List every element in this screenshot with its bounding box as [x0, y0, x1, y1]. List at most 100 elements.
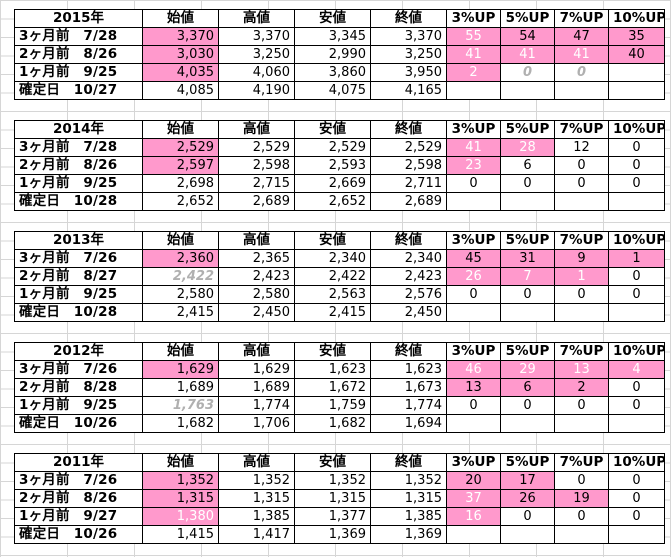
percent-up-count-cell[interactable]: 6	[500, 378, 555, 397]
price-cell[interactable]: 1,315	[370, 489, 447, 508]
percent-up-count-cell[interactable]: 54	[500, 27, 555, 46]
price-cell[interactable]: 2,689	[370, 192, 447, 211]
year-heading[interactable]: 2015年	[14, 9, 143, 28]
price-cell[interactable]: 3,370	[142, 27, 219, 46]
percent-up-count-cell[interactable]: 1	[554, 267, 609, 286]
column-header[interactable]: 安値	[294, 231, 371, 250]
row-label[interactable]: 1ヶ月前 9/25	[14, 63, 143, 82]
row-label[interactable]: 確定日 10/28	[14, 192, 143, 211]
percent-up-count-cell[interactable]: 41	[500, 45, 555, 64]
column-header[interactable]: 高値	[218, 342, 295, 361]
column-header[interactable]: 10%UP	[608, 9, 665, 28]
price-cell[interactable]: 1,369	[370, 525, 447, 544]
column-header[interactable]: 安値	[294, 342, 371, 361]
price-cell[interactable]: 2,529	[218, 138, 295, 157]
price-cell[interactable]: 2,450	[370, 303, 447, 322]
percent-up-count-cell[interactable]: 0	[608, 378, 665, 397]
row-label[interactable]: 3ヶ月前 7/28	[14, 138, 143, 157]
column-header[interactable]: 終値	[370, 231, 447, 250]
column-header[interactable]: 5%UP	[500, 120, 555, 139]
price-cell[interactable]: 1,706	[218, 414, 295, 433]
percent-up-count-cell[interactable]	[446, 192, 501, 211]
row-label[interactable]: 1ヶ月前 9/25	[14, 285, 143, 304]
percent-up-count-cell[interactable]: 0	[608, 174, 665, 193]
percent-up-count-cell[interactable]: 13	[554, 360, 609, 379]
percent-up-count-cell[interactable]	[500, 192, 555, 211]
price-cell[interactable]: 1,759	[294, 396, 371, 415]
price-cell[interactable]: 4,060	[218, 63, 295, 82]
price-cell[interactable]: 1,352	[142, 471, 219, 490]
percent-up-count-cell[interactable]: 0	[554, 396, 609, 415]
percent-up-count-cell[interactable]: 29	[500, 360, 555, 379]
row-label[interactable]: 確定日 10/26	[14, 525, 143, 544]
percent-up-count-cell[interactable]: 46	[446, 360, 501, 379]
row-label[interactable]: 確定日 10/28	[14, 303, 143, 322]
price-cell[interactable]: 1,682	[142, 414, 219, 433]
percent-up-count-cell[interactable]: 9	[554, 249, 609, 268]
percent-up-count-cell[interactable]	[608, 303, 665, 322]
percent-up-count-cell[interactable]: 0	[500, 396, 555, 415]
percent-up-count-cell[interactable]: 1	[608, 249, 665, 268]
column-header[interactable]: 終値	[370, 342, 447, 361]
column-header[interactable]: 7%UP	[554, 9, 609, 28]
price-cell[interactable]: 2,450	[218, 303, 295, 322]
percent-up-count-cell[interactable]: 4	[608, 360, 665, 379]
price-cell[interactable]: 2,598	[370, 156, 447, 175]
row-label[interactable]: 3ヶ月前 7/28	[14, 27, 143, 46]
price-cell[interactable]: 1,672	[294, 378, 371, 397]
percent-up-count-cell[interactable]: 0	[554, 156, 609, 175]
price-cell[interactable]: 3,345	[294, 27, 371, 46]
price-cell[interactable]: 1,689	[218, 378, 295, 397]
price-cell[interactable]: 1,315	[294, 489, 371, 508]
column-header[interactable]: 高値	[218, 120, 295, 139]
column-header[interactable]: 終値	[370, 453, 447, 472]
column-header[interactable]: 7%UP	[554, 453, 609, 472]
percent-up-count-cell[interactable]: 0	[500, 285, 555, 304]
percent-up-count-cell[interactable]	[500, 303, 555, 322]
percent-up-count-cell[interactable]: 0	[446, 285, 501, 304]
percent-up-count-cell[interactable]: 12	[554, 138, 609, 157]
column-header[interactable]: 3%UP	[446, 120, 501, 139]
percent-up-count-cell[interactable]: 19	[554, 489, 609, 508]
price-cell[interactable]: 2,563	[294, 285, 371, 304]
column-header[interactable]: 10%UP	[608, 342, 665, 361]
price-cell[interactable]: 2,423	[370, 267, 447, 286]
percent-up-count-cell[interactable]: 28	[500, 138, 555, 157]
column-header[interactable]: 7%UP	[554, 231, 609, 250]
price-cell[interactable]: 1,629	[142, 360, 219, 379]
column-header[interactable]: 始値	[142, 9, 219, 28]
percent-up-count-cell[interactable]: 16	[446, 507, 501, 526]
percent-up-count-cell[interactable]: 0	[608, 507, 665, 526]
row-label[interactable]: 2ヶ月前 8/28	[14, 378, 143, 397]
row-label[interactable]: 確定日 10/26	[14, 414, 143, 433]
column-header[interactable]: 5%UP	[500, 342, 555, 361]
percent-up-count-cell[interactable]	[608, 81, 665, 100]
price-cell[interactable]: 2,415	[142, 303, 219, 322]
price-cell[interactable]: 4,190	[218, 81, 295, 100]
price-cell[interactable]: 3,030	[142, 45, 219, 64]
price-cell[interactable]: 2,652	[142, 192, 219, 211]
column-header[interactable]: 安値	[294, 120, 371, 139]
price-cell[interactable]: 1,352	[294, 471, 371, 490]
percent-up-count-cell[interactable]: 0	[554, 174, 609, 193]
percent-up-count-cell[interactable]: 45	[446, 249, 501, 268]
price-cell[interactable]: 2,698	[142, 174, 219, 193]
percent-up-count-cell[interactable]: 0	[554, 471, 609, 490]
column-header[interactable]: 始値	[142, 342, 219, 361]
percent-up-count-cell[interactable]: 17	[500, 471, 555, 490]
percent-up-count-cell[interactable]: 35	[608, 27, 665, 46]
price-cell[interactable]: 2,598	[218, 156, 295, 175]
column-header[interactable]: 始値	[142, 453, 219, 472]
row-label[interactable]: 1ヶ月前 9/25	[14, 396, 143, 415]
price-cell[interactable]: 1,415	[142, 525, 219, 544]
percent-up-count-cell[interactable]: 0	[608, 489, 665, 508]
percent-up-count-cell[interactable]	[446, 303, 501, 322]
price-cell[interactable]: 2,365	[218, 249, 295, 268]
column-header[interactable]: 3%UP	[446, 453, 501, 472]
row-label[interactable]: 2ヶ月前 8/26	[14, 156, 143, 175]
percent-up-count-cell[interactable]: 41	[446, 45, 501, 64]
percent-up-count-cell[interactable]: 0	[500, 507, 555, 526]
price-cell[interactable]: 1,380	[142, 507, 219, 526]
percent-up-count-cell[interactable]: 0	[608, 471, 665, 490]
column-header[interactable]: 安値	[294, 9, 371, 28]
